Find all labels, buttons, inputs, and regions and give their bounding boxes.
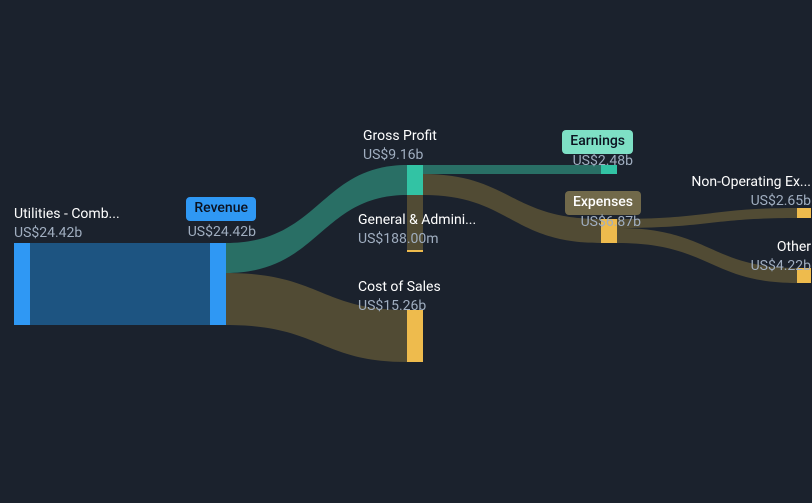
label-earnings: Earnings — [562, 130, 633, 154]
label-non_operating: Non-Operating Ex...US$2.65b — [691, 173, 811, 211]
sankey-flows — [0, 0, 812, 503]
flow-utilities-to-revenue — [30, 243, 210, 325]
label-revenue: Revenue — [186, 197, 256, 221]
label-expenses: Expenses — [565, 191, 641, 215]
label-expenses-value: US$6.87b — [581, 213, 641, 232]
node-general_admin[interactable] — [407, 250, 423, 252]
label-revenue-pill: Revenue — [186, 197, 256, 221]
label-earnings-value: US$2.48b — [573, 152, 633, 171]
label-general_admin-value: US$188.00m — [358, 230, 476, 249]
label-general_admin: General & Admini...US$188.00m — [358, 211, 476, 249]
label-non_operating-title: Non-Operating Ex... — [691, 173, 811, 192]
node-utilities[interactable] — [14, 243, 30, 325]
label-utilities-title: Utilities - Comb... — [14, 205, 120, 224]
label-cost_of_sales-value: US$15.26b — [358, 297, 441, 316]
label-general_admin-title: General & Admini... — [358, 211, 476, 230]
label-cost_of_sales-title: Cost of Sales — [358, 278, 441, 297]
label-revenue-value: US$24.42b — [188, 223, 256, 242]
label-gross_profit-title: Gross Profit — [363, 127, 437, 146]
node-gross_profit[interactable] — [407, 165, 423, 195]
label-utilities: Utilities - Comb...US$24.42b — [14, 205, 120, 243]
label-gross_profit-value: US$9.16b — [363, 146, 437, 165]
label-utilities-value: US$24.42b — [14, 224, 120, 243]
label-earnings-pill: Earnings — [562, 130, 633, 154]
node-revenue[interactable] — [210, 243, 226, 325]
label-expenses-pill: Expenses — [565, 191, 641, 215]
label-other: OtherUS$4.22b — [751, 238, 811, 276]
node-cost_of_sales[interactable] — [407, 310, 423, 362]
flow-expenses-to-non_operating — [617, 208, 797, 228]
label-non_operating-value: US$2.65b — [691, 192, 811, 211]
label-cost_of_sales: Cost of SalesUS$15.26b — [358, 278, 441, 316]
label-other-value: US$4.22b — [751, 257, 811, 276]
label-gross_profit: Gross ProfitUS$9.16b — [363, 127, 437, 165]
label-other-title: Other — [751, 238, 811, 257]
